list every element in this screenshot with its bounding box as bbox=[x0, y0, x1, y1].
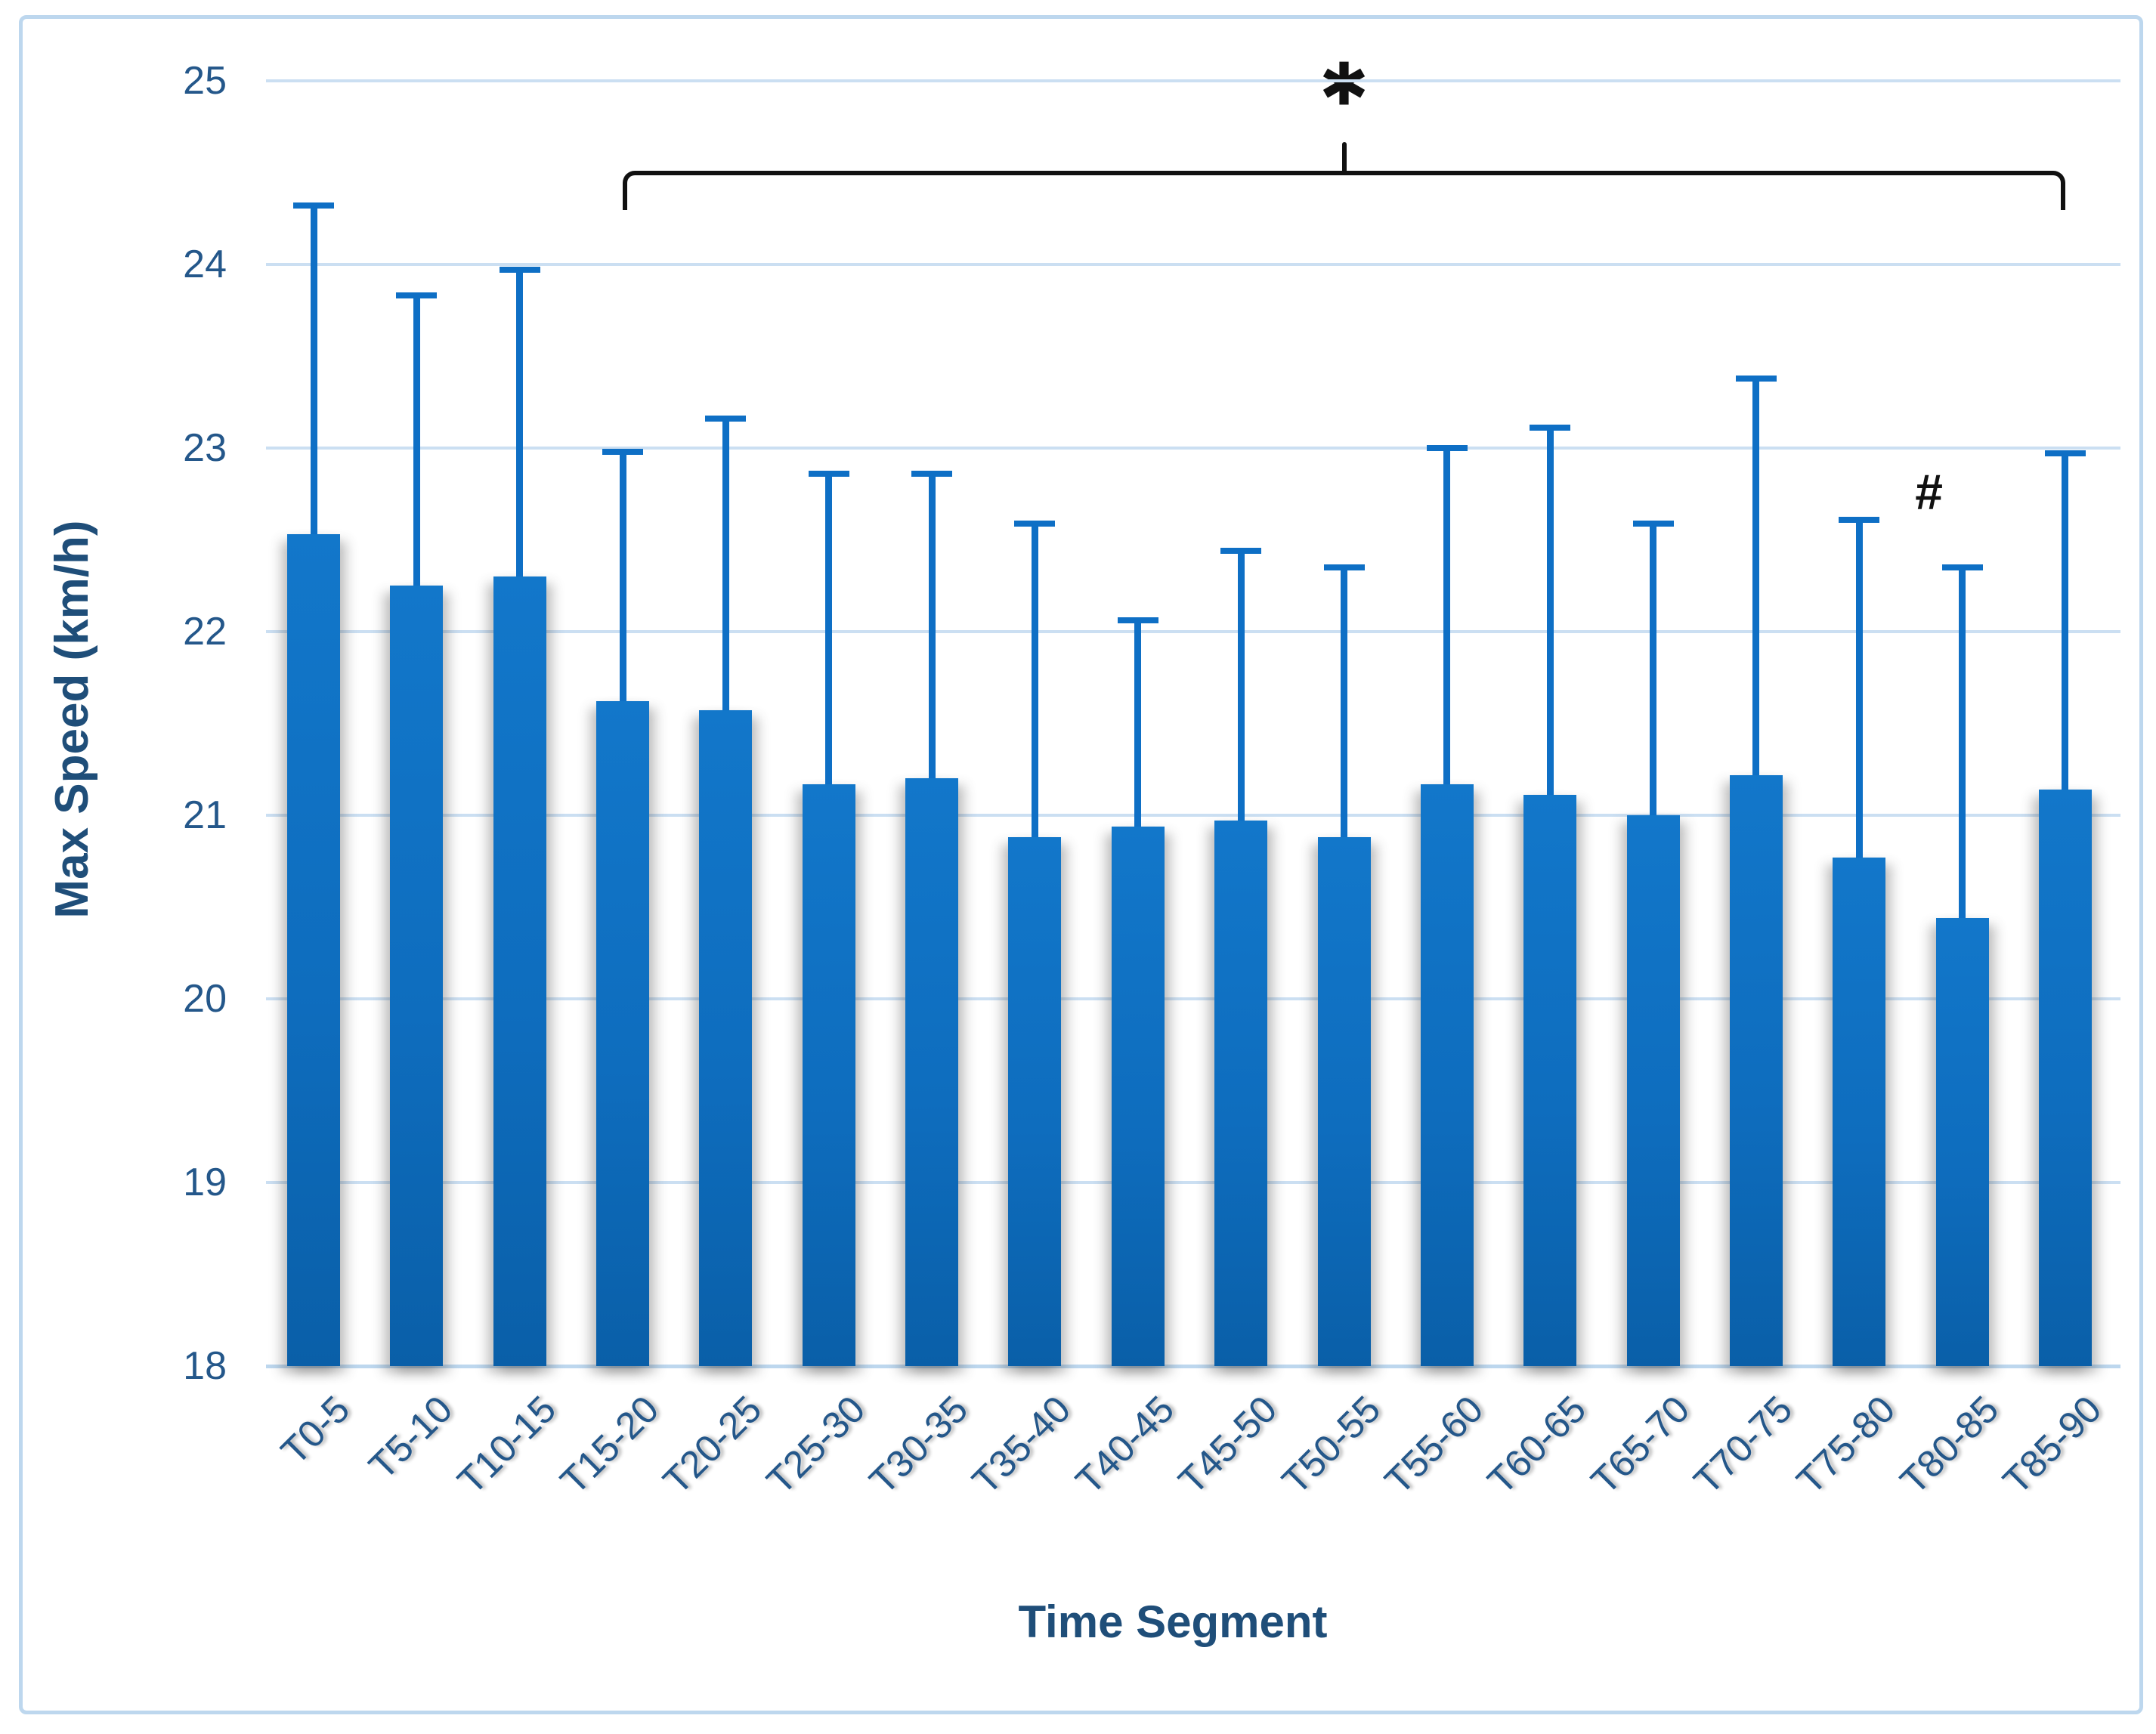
error-bar-cap bbox=[1839, 516, 1880, 523]
bar-T10-15 bbox=[493, 576, 546, 1366]
chart-frame bbox=[19, 15, 2143, 1714]
error-bar-cap bbox=[808, 471, 849, 478]
error-bar-stem bbox=[1650, 523, 1657, 815]
bar-T65-70 bbox=[1626, 815, 1680, 1366]
x-axis-title: Time Segment bbox=[1018, 1596, 1328, 1647]
error-bar-cap bbox=[1220, 548, 1262, 555]
error-bar-stem bbox=[1031, 523, 1038, 838]
error-bar-cap bbox=[1632, 520, 1674, 527]
bar-T0-5 bbox=[287, 534, 340, 1366]
bar-T35-40 bbox=[1008, 837, 1062, 1366]
error-bar-cap bbox=[1530, 425, 1571, 431]
bar-T85-90 bbox=[2038, 789, 2092, 1366]
gridline bbox=[266, 1181, 2120, 1184]
gridline bbox=[266, 997, 2120, 1000]
error-bar-stem bbox=[722, 419, 729, 711]
error-bar-cap bbox=[293, 202, 334, 209]
bar-T25-30 bbox=[802, 784, 855, 1366]
error-bar-stem bbox=[516, 270, 524, 577]
y-tick-label: 21 bbox=[183, 793, 227, 837]
error-bar-stem bbox=[1237, 551, 1245, 821]
bar-T55-60 bbox=[1420, 784, 1474, 1366]
error-bar-cap bbox=[602, 448, 644, 455]
bar-T70-75 bbox=[1729, 774, 1783, 1366]
gridline bbox=[266, 447, 2120, 450]
significance-hash: # bbox=[1915, 464, 1943, 521]
bar-T5-10 bbox=[390, 586, 444, 1366]
error-bar-cap bbox=[911, 471, 953, 478]
error-bar-stem bbox=[1752, 378, 1760, 775]
error-bar-cap bbox=[1941, 564, 1983, 570]
y-axis-title: Max Speed (km/h) bbox=[46, 520, 98, 919]
error-bar-stem bbox=[1134, 620, 1142, 827]
x-axis-line bbox=[266, 1365, 2120, 1368]
error-bar-stem bbox=[825, 474, 833, 784]
bar-T60-65 bbox=[1523, 795, 1577, 1366]
bar-T50-55 bbox=[1317, 837, 1371, 1366]
bar-T40-45 bbox=[1111, 826, 1165, 1366]
y-tick-label: 22 bbox=[183, 610, 227, 654]
bar-T20-25 bbox=[699, 710, 753, 1366]
error-bar-cap bbox=[1323, 564, 1365, 570]
bar-T30-35 bbox=[905, 778, 959, 1366]
y-tick-label: 18 bbox=[183, 1344, 227, 1388]
y-tick-label: 19 bbox=[183, 1161, 227, 1204]
error-bar-cap bbox=[1117, 617, 1158, 624]
y-tick-label: 24 bbox=[183, 243, 227, 286]
error-bar-cap bbox=[2044, 450, 2086, 457]
significance-asterisk: ✱ bbox=[1319, 51, 1369, 118]
error-bar-stem bbox=[1959, 567, 1966, 919]
y-tick-label: 25 bbox=[183, 59, 227, 103]
error-bar-cap bbox=[1014, 520, 1056, 527]
error-bar-stem bbox=[2062, 453, 2069, 790]
gridline bbox=[266, 814, 2120, 817]
error-bar-stem bbox=[413, 295, 420, 586]
error-bar-stem bbox=[619, 451, 626, 702]
error-bar-stem bbox=[310, 206, 317, 535]
error-bar-cap bbox=[705, 416, 747, 422]
error-bar-cap bbox=[1426, 445, 1468, 451]
significance-bracket-center-tick bbox=[1341, 142, 1347, 172]
error-bar-stem bbox=[1341, 567, 1347, 838]
error-bar-stem bbox=[1546, 428, 1554, 796]
error-bar-cap bbox=[499, 267, 540, 274]
error-bar-stem bbox=[928, 474, 936, 779]
gridline bbox=[266, 263, 2120, 266]
gridline bbox=[266, 630, 2120, 633]
gridline bbox=[266, 79, 2120, 82]
error-bar-stem bbox=[1855, 519, 1863, 858]
y-tick-label: 20 bbox=[183, 977, 227, 1021]
error-bar-cap bbox=[1735, 375, 1777, 382]
significance-bracket bbox=[623, 171, 2065, 210]
bar-T80-85 bbox=[1935, 918, 1989, 1366]
y-tick-label: 23 bbox=[183, 426, 227, 470]
bar-T45-50 bbox=[1214, 821, 1268, 1366]
error-bar-cap bbox=[396, 292, 438, 299]
error-bar-stem bbox=[1443, 448, 1451, 784]
bar-T15-20 bbox=[596, 701, 650, 1366]
bar-T75-80 bbox=[1833, 857, 1886, 1366]
